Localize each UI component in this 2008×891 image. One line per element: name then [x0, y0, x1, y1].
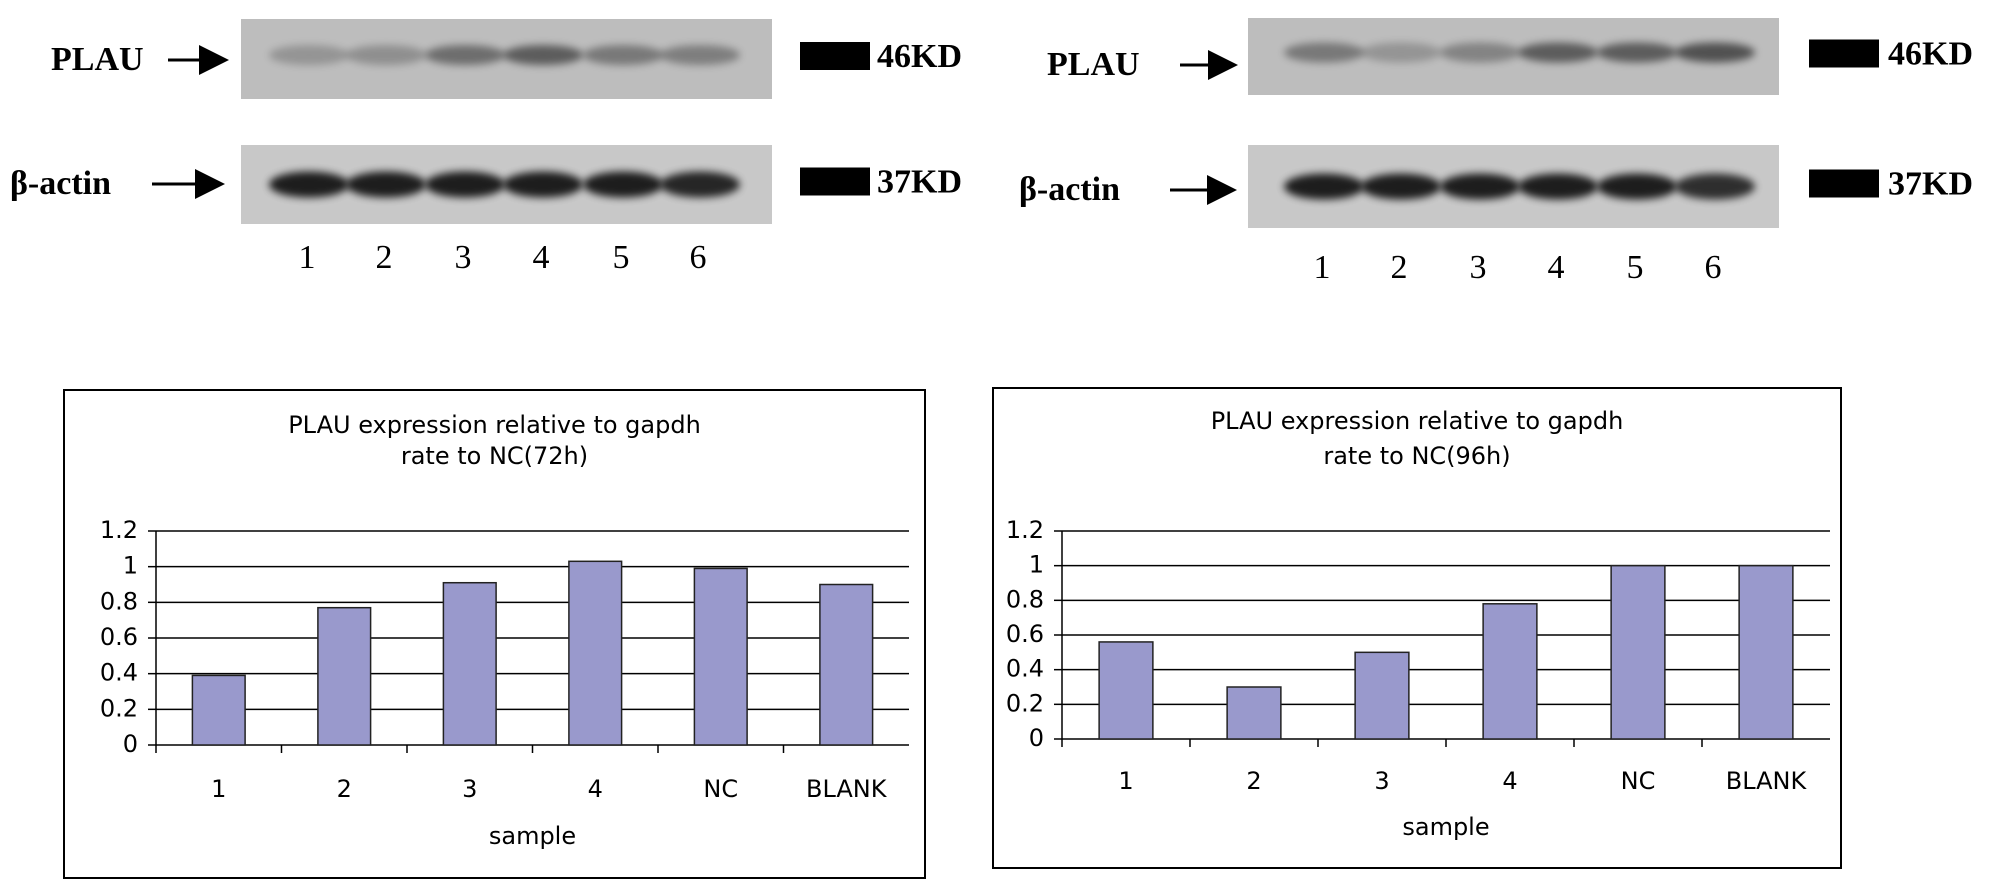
bar [1098, 641, 1154, 740]
bar [693, 567, 748, 746]
x-tick-label: BLANK [1726, 767, 1808, 795]
blot-band [1675, 173, 1755, 200]
x-tick-label: 3 [1374, 767, 1389, 795]
bar [442, 581, 497, 746]
size-marker [800, 167, 870, 196]
blot-band [1518, 42, 1598, 63]
y-tick-label: 0.6 [1006, 620, 1044, 648]
lane-label: 1 [1314, 249, 1331, 286]
x-axis-label: sample [1402, 813, 1489, 841]
y-tick-label: 1 [1029, 551, 1044, 579]
bar [1354, 651, 1410, 740]
bar [1482, 603, 1538, 740]
blot-band [425, 45, 505, 65]
lane-label: 6 [690, 239, 707, 276]
row-label: PLAU [51, 41, 144, 78]
blot-band [1597, 42, 1677, 63]
chart-title: PLAU expression relative to gapdh [1211, 407, 1624, 435]
blot-band [425, 171, 505, 198]
size-label: 46KD [877, 38, 962, 75]
blot-band [1284, 42, 1364, 63]
blot-band [346, 171, 426, 198]
lane-label: 4 [1548, 249, 1565, 286]
bar-chart: PLAU expression relative to gapdh rate to… [63, 389, 926, 879]
blot-band [503, 171, 583, 198]
x-tick-label: BLANK [806, 775, 888, 803]
x-tick-label: NC [703, 775, 738, 803]
lane-label: 5 [613, 239, 630, 276]
row-label: β-actin [1019, 171, 1120, 208]
western-blot: PLAU 46KD β-actin 37KD 1 2 3 4 5 6 [1019, 18, 1973, 286]
bar [568, 560, 623, 746]
bar [1610, 564, 1666, 740]
lane-label: 2 [1391, 249, 1408, 286]
blot-band [1440, 42, 1520, 63]
blot-band [583, 171, 663, 198]
row-label: β-actin [10, 165, 111, 202]
y-tick-label: 0 [1029, 724, 1044, 752]
blot-band [1361, 42, 1441, 63]
y-tick-label: 1.2 [100, 516, 138, 544]
chart-frame [992, 387, 1842, 869]
y-tick-label: 1.2 [1006, 516, 1044, 544]
x-axis-label: sample [489, 822, 576, 850]
lane-label: 4 [533, 239, 550, 276]
y-tick-label: 0.4 [100, 659, 138, 687]
x-tick-label: NC [1621, 767, 1656, 795]
blot-band [1518, 173, 1598, 200]
x-tick-label: 3 [462, 775, 477, 803]
y-tick-label: 0.6 [100, 623, 138, 651]
bar [317, 606, 372, 746]
size-marker [800, 42, 870, 70]
blot-band [269, 171, 349, 198]
blot-band [1284, 173, 1364, 200]
bar-chart: PLAU expression relative to gapdh rate to… [992, 387, 1842, 869]
blot-band [503, 45, 583, 65]
x-tick-label: 2 [337, 775, 352, 803]
lane-label: 3 [1470, 249, 1487, 286]
bar [819, 583, 874, 746]
chart-subtitle: rate to NC(72h) [401, 442, 588, 470]
chart-title: PLAU expression relative to gapdh [288, 411, 701, 439]
y-tick-label: 0.2 [1006, 689, 1044, 717]
y-tick-label: 0.4 [1006, 655, 1044, 683]
blot-band [346, 45, 426, 65]
blot-band [1675, 42, 1755, 63]
y-tick-label: 0 [123, 730, 138, 758]
y-tick-label: 0.8 [1006, 585, 1044, 613]
blot-band [660, 45, 740, 65]
y-tick-label: 1 [123, 552, 138, 580]
bar [191, 674, 246, 746]
x-tick-label: 4 [1502, 767, 1517, 795]
x-tick-label: 2 [1246, 767, 1261, 795]
bar [1738, 564, 1794, 740]
western-blot: PLAU 46KD β-actin 37KD 1 2 3 4 5 6 [10, 19, 962, 276]
x-tick-label: 1 [211, 775, 226, 803]
lane-label: 2 [376, 239, 393, 276]
size-marker [1809, 39, 1879, 68]
size-label: 37KD [1888, 166, 1973, 203]
blot-band [1597, 173, 1677, 200]
row-label: PLAU [1047, 46, 1140, 83]
bar [1226, 686, 1282, 740]
blot-band [583, 45, 663, 65]
lane-label: 3 [455, 239, 472, 276]
size-label: 37KD [877, 164, 962, 201]
size-marker [1809, 169, 1879, 198]
y-tick-label: 0.2 [100, 694, 138, 722]
y-tick-label: 0.8 [100, 587, 138, 615]
lane-label: 6 [1705, 249, 1722, 286]
x-tick-label: 1 [1118, 767, 1133, 795]
size-label: 46KD [1888, 36, 1973, 73]
blot-band [660, 171, 740, 198]
lane-label: 5 [1627, 249, 1644, 286]
blot-band [269, 45, 349, 65]
x-tick-label: 4 [588, 775, 603, 803]
lane-label: 1 [299, 239, 316, 276]
blot-band [1440, 173, 1520, 200]
chart-subtitle: rate to NC(96h) [1323, 442, 1510, 470]
blot-band [1361, 173, 1441, 200]
